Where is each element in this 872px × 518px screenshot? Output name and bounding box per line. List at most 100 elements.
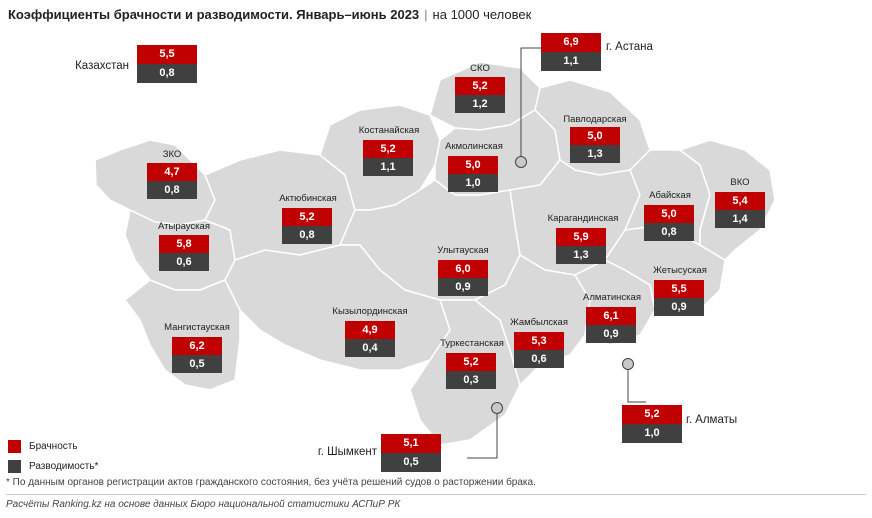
badge-vko: 5,4 1,4 — [715, 192, 765, 228]
legend-swatch-divorce — [8, 459, 21, 473]
divorce-value: 0,8 — [282, 226, 332, 244]
divider — [6, 494, 866, 495]
marriage-value: 6,9 — [541, 33, 601, 52]
divorce-value: 0,8 — [147, 181, 197, 199]
astana-leader-line — [520, 47, 544, 160]
badge-zhambyl: 5,3 0,6 — [514, 332, 564, 368]
divorce-value: 0,3 — [446, 371, 496, 389]
city-markers — [467, 47, 646, 459]
badge-kyzylorda: 4,9 0,4 — [345, 321, 395, 357]
divorce-value: 1,1 — [363, 158, 413, 176]
region-label-vko: ВКО — [730, 177, 750, 188]
badge-zko: 4,7 0,8 — [147, 163, 197, 199]
region-label-zhambyl: Жамбылская — [510, 317, 568, 328]
title-unit: на 1000 человек — [432, 7, 532, 22]
shymkent-leader-line — [467, 410, 498, 459]
marriage-value: 5,2 — [363, 140, 413, 158]
legend-swatch-marriage — [8, 439, 21, 453]
region-label-zko: ЗКО — [162, 149, 182, 160]
divorce-value: 1,0 — [448, 174, 498, 192]
divorce-value: 0,6 — [514, 350, 564, 368]
divorce-value: 1,4 — [715, 210, 765, 228]
region-label-shymkent: г. Шымкент — [317, 446, 377, 458]
marriage-value: 5,4 — [715, 192, 765, 210]
divorce-value: 0,9 — [438, 278, 488, 296]
legend-label-marriage: Брачность — [29, 440, 78, 452]
region-label-atyrau: Атырауская — [158, 221, 210, 232]
marriage-value: 4,9 — [345, 321, 395, 339]
marriage-value: 5,2 — [446, 353, 496, 371]
divorce-value: 0,8 — [137, 64, 197, 83]
badge-ulytau: 6,0 0,9 — [438, 260, 488, 296]
badge-abai: 5,0 0,8 — [644, 205, 694, 241]
badge-kazakhstan: 5,5 0,8 — [137, 45, 197, 83]
legend-item-divorce: Разводимость* — [8, 456, 98, 476]
marriage-value: 5,0 — [644, 205, 694, 223]
badge-turkestan: 5,2 0,3 — [446, 353, 496, 389]
badge-karaganda: 5,9 1,3 — [556, 228, 606, 264]
marriage-value: 5,2 — [282, 208, 332, 226]
footnote: * По данным органов регистрации актов гр… — [6, 477, 536, 488]
almaty-leader-line — [627, 366, 646, 403]
divorce-value: 0,5 — [172, 355, 222, 373]
badge-akmola: 5,0 1,0 — [448, 156, 498, 192]
region-label-akmola: Акмолинская — [445, 141, 503, 152]
badge-sko: 5,2 1,2 — [455, 77, 505, 113]
marriage-value: 5,1 — [381, 434, 441, 453]
region-label-abai: Абайская — [649, 190, 691, 201]
region-label-turkestan: Туркестанская — [440, 338, 504, 349]
badge-shymkent: 5,1 0,5 — [381, 434, 441, 472]
legend-item-marriage: Брачность — [8, 436, 98, 456]
divorce-value: 1,3 — [556, 246, 606, 264]
region-shape-mangystau — [124, 279, 241, 391]
badge-atyrau: 5,8 0,6 — [159, 235, 209, 271]
badge-pavlodar: 5,0 1,3 — [570, 127, 620, 163]
marriage-value: 5,9 — [556, 228, 606, 246]
marriage-value: 4,7 — [147, 163, 197, 181]
almaty-marker — [622, 358, 634, 370]
region-label-karaganda: Карагандинская — [547, 213, 619, 224]
badge-astana: 6,9 1,1 — [541, 33, 601, 71]
divorce-value: 0,9 — [654, 298, 704, 316]
legend: Брачность Разводимость* — [8, 436, 98, 476]
chart-title: Коэффициенты брачности и разводимости. Я… — [8, 7, 531, 22]
region-label-ulytau: Улытауская — [437, 245, 489, 256]
badge-aktobe: 5,2 0,8 — [282, 208, 332, 244]
badge-almaty-region: 6,1 0,9 — [586, 307, 636, 343]
divorce-value: 0,8 — [644, 223, 694, 241]
badge-zhetysu: 5,5 0,9 — [654, 280, 704, 316]
astana-marker — [515, 156, 527, 168]
region-label-pavlodar: Павлодарская — [563, 114, 627, 125]
region-label-sko: СКО — [470, 63, 490, 74]
marriage-value: 5,8 — [159, 235, 209, 253]
divorce-value: 1,3 — [570, 145, 620, 163]
divorce-value: 1,0 — [622, 424, 682, 443]
region-label-kostanay: Костанайская — [358, 125, 420, 136]
divorce-value: 0,6 — [159, 253, 209, 271]
shymkent-marker — [491, 402, 503, 414]
divorce-value: 1,1 — [541, 52, 601, 71]
marriage-value: 5,2 — [622, 405, 682, 424]
marriage-value: 5,5 — [137, 45, 197, 64]
title-main: Коэффициенты брачности и разводимости. Я… — [8, 7, 420, 22]
region-label-mangystau: Мангистауская — [164, 322, 230, 333]
badge-mangystau: 6,2 0,5 — [172, 337, 222, 373]
region-label-kyzylorda: Кызылординская — [332, 306, 408, 317]
marriage-value: 5,2 — [455, 77, 505, 95]
source-note: Расчёты Ranking.kz на основе данных Бюро… — [6, 499, 401, 510]
region-label-astana: г. Астана — [606, 41, 653, 53]
badge-kostanay: 5,2 1,1 — [363, 140, 413, 176]
marriage-value: 6,2 — [172, 337, 222, 355]
divorce-value: 1,2 — [455, 95, 505, 113]
region-label-almaty-region: Алматинская — [583, 292, 641, 303]
region-label-aktobe: Актюбинская — [279, 193, 337, 204]
region-label-zhetysu: Жетысуская — [653, 265, 707, 276]
title-separator: | — [424, 7, 428, 22]
divorce-value: 0,5 — [381, 453, 441, 472]
marriage-value: 5,3 — [514, 332, 564, 350]
legend-label-divorce: Разводимость* — [29, 460, 99, 472]
marriage-value: 5,0 — [570, 127, 620, 145]
marriage-value: 5,5 — [654, 280, 704, 298]
region-label-almaty-city: г. Алматы — [686, 414, 738, 426]
marriage-value: 5,0 — [448, 156, 498, 174]
